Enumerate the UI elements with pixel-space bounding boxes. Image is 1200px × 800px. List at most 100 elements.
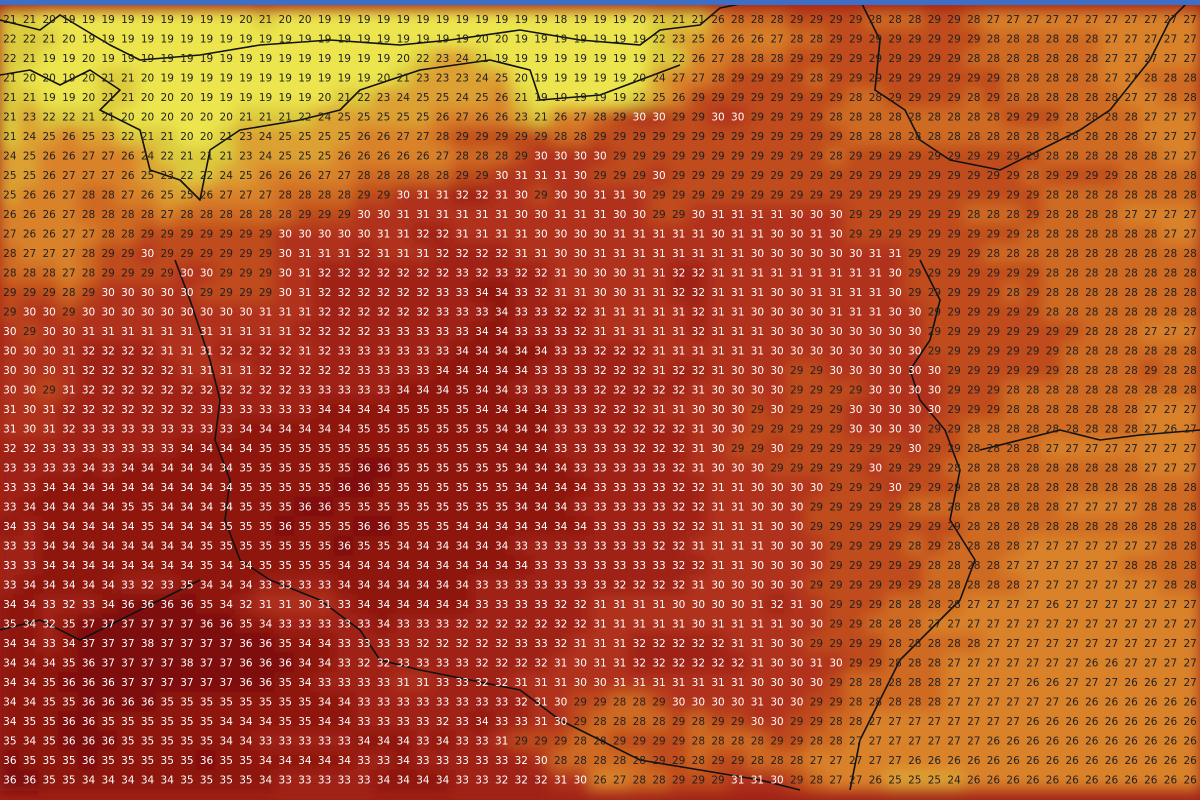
- temperature-value: 27: [1046, 638, 1059, 650]
- temperature-value: 27: [1085, 14, 1098, 26]
- temperature-value: 32: [692, 287, 705, 299]
- temperature-value: 35: [121, 736, 134, 748]
- temperature-value: 22: [200, 170, 213, 182]
- temperature-value: 33: [338, 658, 351, 670]
- temperature-cell: [353, 223, 375, 246]
- temperature-value: 32: [475, 658, 488, 670]
- temperature-value: 29: [947, 268, 960, 280]
- temperature-value: 34: [161, 502, 175, 514]
- temperature-cell: [864, 48, 887, 70]
- temperature-value: 28: [1065, 268, 1078, 280]
- temperature-cell: [58, 243, 80, 265]
- temperature-cell: [825, 48, 847, 70]
- temperature-cell: [1179, 9, 1200, 31]
- temperature-cell: [195, 145, 218, 168]
- temperature-cell: [38, 87, 61, 109]
- temperature-cell: [530, 126, 552, 148]
- temperature-value: 19: [574, 34, 587, 46]
- temperature-value: 31: [515, 677, 528, 689]
- temperature-value: 29: [1026, 112, 1039, 124]
- temperature-value: 33: [436, 755, 449, 767]
- temperature-cell: [195, 184, 218, 207]
- temperature-value: 27: [1065, 658, 1078, 670]
- temperature-value: 36: [377, 521, 391, 533]
- temperature-value: 30: [731, 365, 744, 377]
- temperature-value: 31: [751, 658, 764, 670]
- temperature-cell: [353, 126, 375, 148]
- temperature-value: 34: [82, 502, 96, 514]
- temperature-value: 28: [1183, 248, 1196, 260]
- temperature-value: 30: [593, 677, 606, 689]
- temperature-value: 27: [810, 755, 823, 767]
- temperature-value: 27: [987, 638, 1000, 650]
- temperature-value: 29: [967, 268, 980, 280]
- temperature-value: 26: [1144, 716, 1158, 728]
- temperature-value: 35: [475, 424, 488, 436]
- temperature-value: 26: [1046, 775, 1060, 787]
- temperature-cell: [530, 87, 552, 109]
- temperature-cell: [1120, 204, 1142, 226]
- temperature-value: 32: [416, 307, 429, 319]
- temperature-value: 21: [3, 112, 16, 124]
- temperature-value: 31: [534, 677, 547, 689]
- temperature-value: 22: [42, 112, 55, 124]
- temperature-value: 35: [141, 521, 154, 533]
- temperature-cell: [844, 48, 867, 70]
- temperature-cell: [235, 106, 257, 129]
- temperature-value: 29: [987, 151, 1000, 163]
- temperature-value: 34: [141, 775, 155, 787]
- temperature-value: 28: [1085, 112, 1098, 124]
- temperature-cell: [1139, 165, 1162, 187]
- temperature-value: 31: [613, 677, 626, 689]
- temperature-value: 29: [1046, 112, 1059, 124]
- temperature-cell: [608, 9, 631, 31]
- temperature-value: 31: [751, 521, 764, 533]
- temperature-value: 30: [849, 404, 862, 416]
- temperature-value: 30: [810, 599, 823, 611]
- temperature-value: 29: [888, 229, 901, 241]
- temperature-value: 31: [515, 170, 528, 182]
- temperature-value: 26: [987, 775, 1001, 787]
- temperature-value: 30: [810, 326, 823, 338]
- temperature-cell: [825, 223, 847, 246]
- temperature-value: 27: [1124, 502, 1137, 514]
- temperature-value: 35: [377, 541, 390, 553]
- temperature-cell: [746, 87, 769, 109]
- temperature-cell: [569, 145, 592, 168]
- temperature-value: 30: [731, 697, 744, 709]
- temperature-value: 33: [574, 541, 587, 553]
- temperature-value: 35: [161, 716, 174, 728]
- temperature-value: 30: [495, 170, 508, 182]
- temperature-cell: [372, 165, 395, 187]
- temperature-value: 33: [23, 463, 36, 475]
- temperature-value: 33: [456, 736, 469, 748]
- temperature-value: 32: [298, 365, 311, 377]
- temperature-value: 26: [1046, 716, 1060, 728]
- temperature-value: 31: [613, 619, 626, 631]
- temperature-cell: [746, 126, 769, 148]
- temperature-value: 30: [23, 307, 36, 319]
- temperature-value: 33: [141, 443, 154, 455]
- temperature-value: 31: [652, 404, 665, 416]
- temperature-value: 33: [318, 580, 331, 592]
- temperature-value: 28: [967, 502, 980, 514]
- temperature-value: 30: [377, 209, 390, 221]
- temperature-value: 34: [338, 424, 352, 436]
- temperature-cell: [667, 106, 690, 129]
- temperature-value: 31: [554, 170, 567, 182]
- temperature-value: 37: [82, 638, 95, 650]
- temperature-value: 34: [475, 326, 489, 338]
- temperature-value: 32: [633, 443, 646, 455]
- temperature-value: 29: [731, 190, 744, 202]
- temperature-cell: [431, 67, 454, 90]
- temperature-value: 30: [711, 404, 724, 416]
- temperature-value: 25: [279, 131, 292, 143]
- temperature-cell: [766, 106, 788, 129]
- temperature-value: 35: [220, 541, 233, 553]
- temperature-value: 34: [436, 736, 450, 748]
- temperature-value: 33: [298, 404, 311, 416]
- temperature-value: 34: [534, 502, 548, 514]
- temperature-value: 28: [987, 560, 1000, 572]
- temperature-value: 35: [42, 697, 55, 709]
- temperature-value: 22: [672, 53, 685, 65]
